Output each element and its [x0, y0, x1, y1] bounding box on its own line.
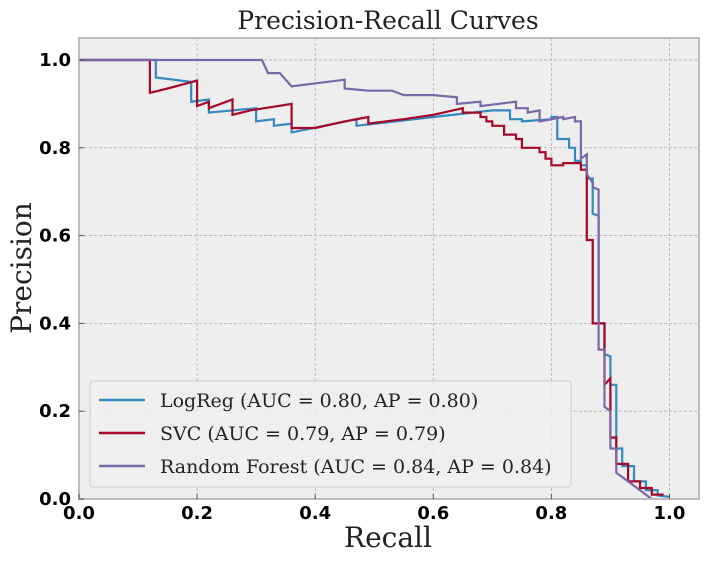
x-axis-label: Recall: [344, 521, 432, 554]
legend-label-2: Random Forest (AUC = 0.84, AP = 0.84): [160, 456, 552, 478]
y-axis-ticks: 0.0 0.2 0.4 0.6 0.8 1.0: [39, 50, 84, 510]
y-tick-label: 0.6: [39, 226, 71, 247]
x-tick-label: 0.0: [63, 503, 95, 524]
x-tick-label: 0.2: [181, 503, 213, 524]
x-tick-label: 0.4: [299, 503, 331, 524]
series-group: [79, 58, 670, 500]
legend-label-0: LogReg (AUC = 0.80, AP = 0.80): [160, 390, 478, 412]
legend-box: [89, 380, 572, 488]
x-tick-label: 0.6: [417, 503, 449, 524]
y-tick-label: 0.8: [39, 138, 71, 159]
y-tick-label: 0.2: [39, 401, 71, 422]
x-axis-ticks: 0.0 0.2 0.4 0.6 0.8 1.0: [63, 494, 685, 524]
y-tick-label: 0.0: [39, 489, 71, 510]
y-tick-label: 1.0: [39, 50, 71, 71]
x-tick-label: 0.8: [535, 503, 567, 524]
legend: LogReg (AUC = 0.80, AP = 0.80) SVC (AUC =…: [89, 380, 572, 488]
y-tick-label: 0.4: [39, 313, 71, 334]
series-line-2: [79, 58, 653, 500]
series-line-1: [79, 58, 664, 496]
plot-frame: [78, 37, 700, 500]
chart-title: Precision-Recall Curves: [237, 6, 538, 35]
series-line-0: [79, 58, 670, 498]
legend-label-1: SVC (AUC = 0.79, AP = 0.79): [160, 423, 446, 445]
y-axis-label: Precision: [5, 202, 38, 334]
x-tick-label: 1.0: [654, 503, 686, 524]
